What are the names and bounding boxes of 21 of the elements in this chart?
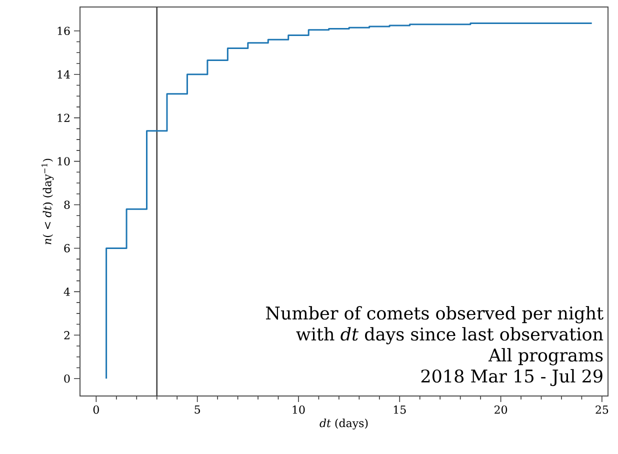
y-tick-label: 0 — [64, 374, 70, 383]
x-axis-title: dt (days) — [320, 418, 368, 430]
annotation: Number of comets observed per night — [266, 306, 604, 324]
x-tick-label: 0 — [93, 406, 99, 414]
y-tick-label: 2 — [64, 331, 70, 340]
annotation: with dt days since last observation — [296, 327, 604, 344]
y-tick-label: 4 — [64, 288, 70, 296]
y-tick-label: 6 — [64, 244, 70, 252]
x-tick-label: 25 — [596, 406, 608, 414]
y-tick-label: 16 — [58, 26, 70, 36]
annotation: 2018 Mar 15 - Jul 29 — [421, 369, 602, 386]
y-tick-label: 14 — [58, 70, 70, 78]
annotation: All programs — [488, 348, 603, 366]
x-tick-label: 15 — [394, 406, 406, 414]
y-tick-label: 10 — [58, 157, 70, 166]
x-tick-label: 5 — [194, 406, 200, 414]
x-tick-label: 20 — [494, 406, 508, 414]
x-tick-label: 10 — [292, 406, 305, 414]
y-tick-label: 12 — [58, 114, 70, 122]
y-tick-label: 8 — [64, 200, 70, 209]
y-axis-title: n( < dt) (day$^{−1}$) — [42, 158, 54, 244]
